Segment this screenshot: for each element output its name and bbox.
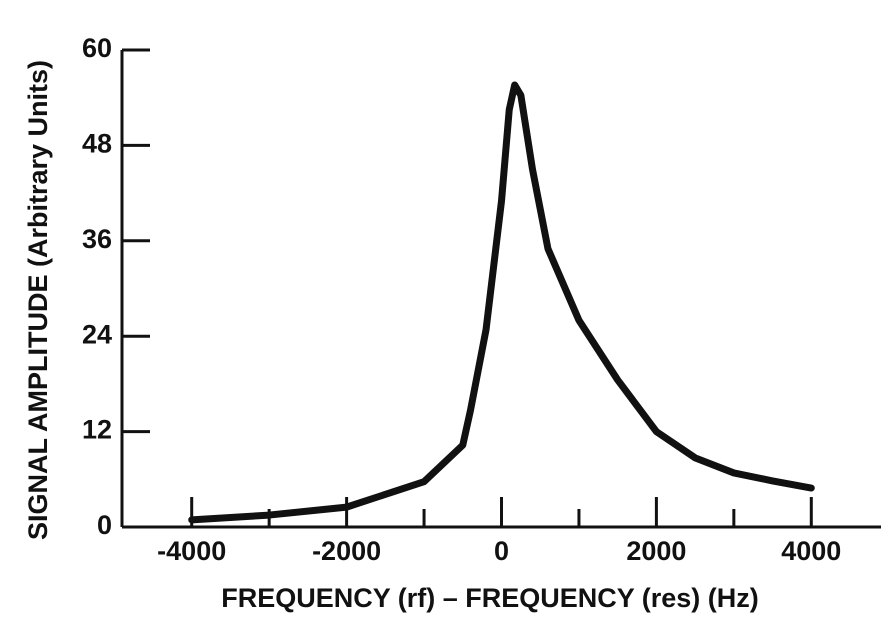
signal-curve <box>188 81 815 524</box>
x-tick-label: 0 <box>494 536 509 566</box>
y-axis-label: SIGNAL AMPLITUDE (Arbitrary Units) <box>23 60 53 540</box>
y-tick-label: 12 <box>82 415 112 445</box>
y-tick-label: 0 <box>97 510 112 540</box>
y-tick-label: 36 <box>82 224 112 254</box>
x-tick-label: 4000 <box>781 536 841 566</box>
x-tick-label: 2000 <box>626 536 686 566</box>
y-tick-label: 60 <box>82 33 112 63</box>
y-tick-label: 24 <box>82 319 112 349</box>
x-tick-label: -2000 <box>312 536 381 566</box>
x-axis-label: FREQUENCY (rf) – FREQUENCY (res) (Hz) <box>221 583 759 613</box>
y-tick-label: 48 <box>82 129 112 159</box>
x-tick-label: -4000 <box>157 536 226 566</box>
